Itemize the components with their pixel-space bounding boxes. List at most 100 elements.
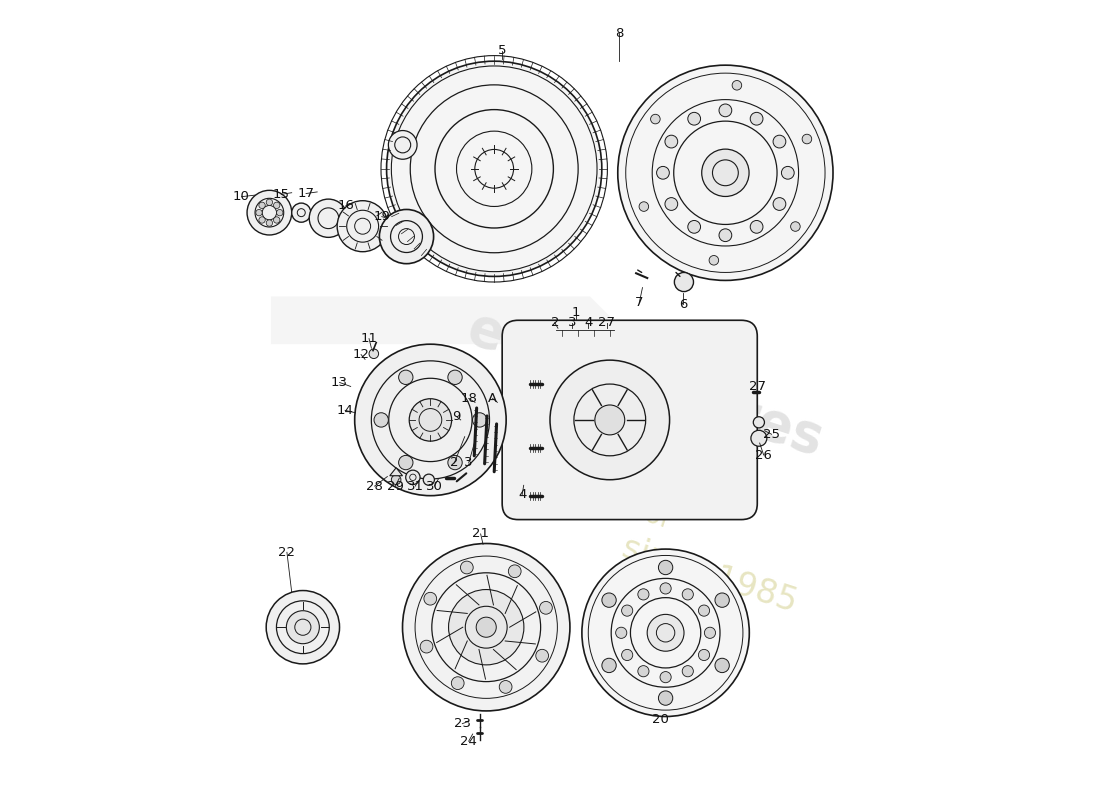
Circle shape	[791, 222, 800, 231]
Circle shape	[386, 61, 602, 277]
Circle shape	[659, 560, 673, 574]
Circle shape	[773, 135, 785, 148]
Polygon shape	[389, 468, 403, 476]
Circle shape	[639, 202, 649, 211]
Circle shape	[499, 681, 512, 694]
Text: A: A	[488, 392, 497, 405]
Text: 6: 6	[679, 298, 688, 311]
Circle shape	[660, 671, 671, 682]
Circle shape	[266, 590, 340, 664]
Circle shape	[258, 202, 265, 209]
Text: 16: 16	[338, 199, 354, 212]
Text: 11: 11	[361, 332, 377, 345]
Circle shape	[582, 549, 749, 717]
Text: 29: 29	[387, 479, 404, 493]
Circle shape	[719, 104, 732, 117]
Circle shape	[379, 210, 433, 264]
Circle shape	[602, 658, 616, 673]
Circle shape	[266, 199, 273, 206]
Circle shape	[508, 565, 521, 578]
Circle shape	[392, 475, 400, 485]
Circle shape	[274, 202, 279, 209]
Circle shape	[666, 135, 678, 148]
Text: 13: 13	[331, 376, 348, 389]
Text: 3: 3	[464, 457, 473, 470]
Circle shape	[682, 666, 693, 677]
Circle shape	[702, 149, 749, 197]
Text: 27: 27	[749, 380, 766, 393]
Circle shape	[398, 455, 412, 470]
Circle shape	[660, 583, 671, 594]
Polygon shape	[271, 296, 757, 512]
Circle shape	[638, 666, 649, 677]
Text: 20: 20	[651, 713, 669, 726]
Circle shape	[698, 650, 710, 661]
Circle shape	[368, 349, 378, 358]
Text: 2: 2	[550, 316, 559, 329]
Circle shape	[621, 605, 632, 616]
Text: 18: 18	[460, 392, 477, 405]
Text: since 1985: since 1985	[618, 531, 801, 619]
Circle shape	[473, 413, 487, 427]
Circle shape	[602, 593, 616, 607]
Circle shape	[258, 217, 265, 223]
Text: 22: 22	[278, 546, 296, 558]
Circle shape	[461, 561, 473, 574]
Circle shape	[406, 470, 420, 485]
Circle shape	[354, 344, 506, 496]
Text: 31: 31	[407, 479, 424, 493]
Text: a passion for: a passion for	[505, 457, 674, 534]
Text: 26: 26	[756, 449, 772, 462]
Circle shape	[781, 166, 794, 179]
Circle shape	[715, 658, 729, 673]
Circle shape	[751, 430, 767, 446]
Circle shape	[398, 370, 412, 385]
Circle shape	[698, 605, 710, 616]
Text: 30: 30	[426, 479, 443, 493]
Text: 3: 3	[568, 316, 576, 329]
Circle shape	[754, 417, 764, 428]
Circle shape	[536, 650, 549, 662]
Circle shape	[388, 130, 417, 159]
Circle shape	[618, 65, 833, 281]
Circle shape	[733, 81, 741, 90]
Text: 2: 2	[450, 457, 459, 470]
Circle shape	[621, 650, 632, 661]
Circle shape	[638, 589, 649, 600]
Circle shape	[448, 370, 462, 385]
Text: 28: 28	[366, 479, 383, 493]
Circle shape	[256, 210, 262, 216]
Text: 4: 4	[584, 316, 593, 329]
Text: 5: 5	[498, 44, 506, 58]
Circle shape	[449, 590, 524, 665]
Circle shape	[337, 201, 388, 252]
Circle shape	[647, 614, 684, 651]
Circle shape	[476, 617, 496, 638]
Circle shape	[616, 627, 627, 638]
Text: 21: 21	[472, 527, 490, 541]
Circle shape	[715, 593, 729, 607]
Circle shape	[374, 413, 388, 427]
Circle shape	[248, 190, 292, 235]
Circle shape	[750, 221, 763, 234]
Text: 1: 1	[572, 306, 581, 319]
Circle shape	[682, 589, 693, 600]
Circle shape	[403, 543, 570, 711]
Circle shape	[595, 405, 625, 435]
Circle shape	[286, 610, 319, 644]
Text: 4: 4	[518, 488, 526, 502]
Text: 27: 27	[598, 316, 615, 329]
Circle shape	[266, 220, 273, 226]
Circle shape	[309, 199, 348, 238]
FancyBboxPatch shape	[503, 320, 757, 519]
Circle shape	[424, 592, 437, 605]
Circle shape	[550, 360, 670, 480]
Circle shape	[719, 229, 732, 242]
Text: 9: 9	[452, 410, 461, 423]
Text: 25: 25	[763, 428, 780, 441]
Circle shape	[409, 398, 452, 441]
Circle shape	[448, 455, 462, 470]
Circle shape	[773, 198, 785, 210]
Circle shape	[274, 217, 279, 223]
Text: 7: 7	[635, 296, 643, 310]
